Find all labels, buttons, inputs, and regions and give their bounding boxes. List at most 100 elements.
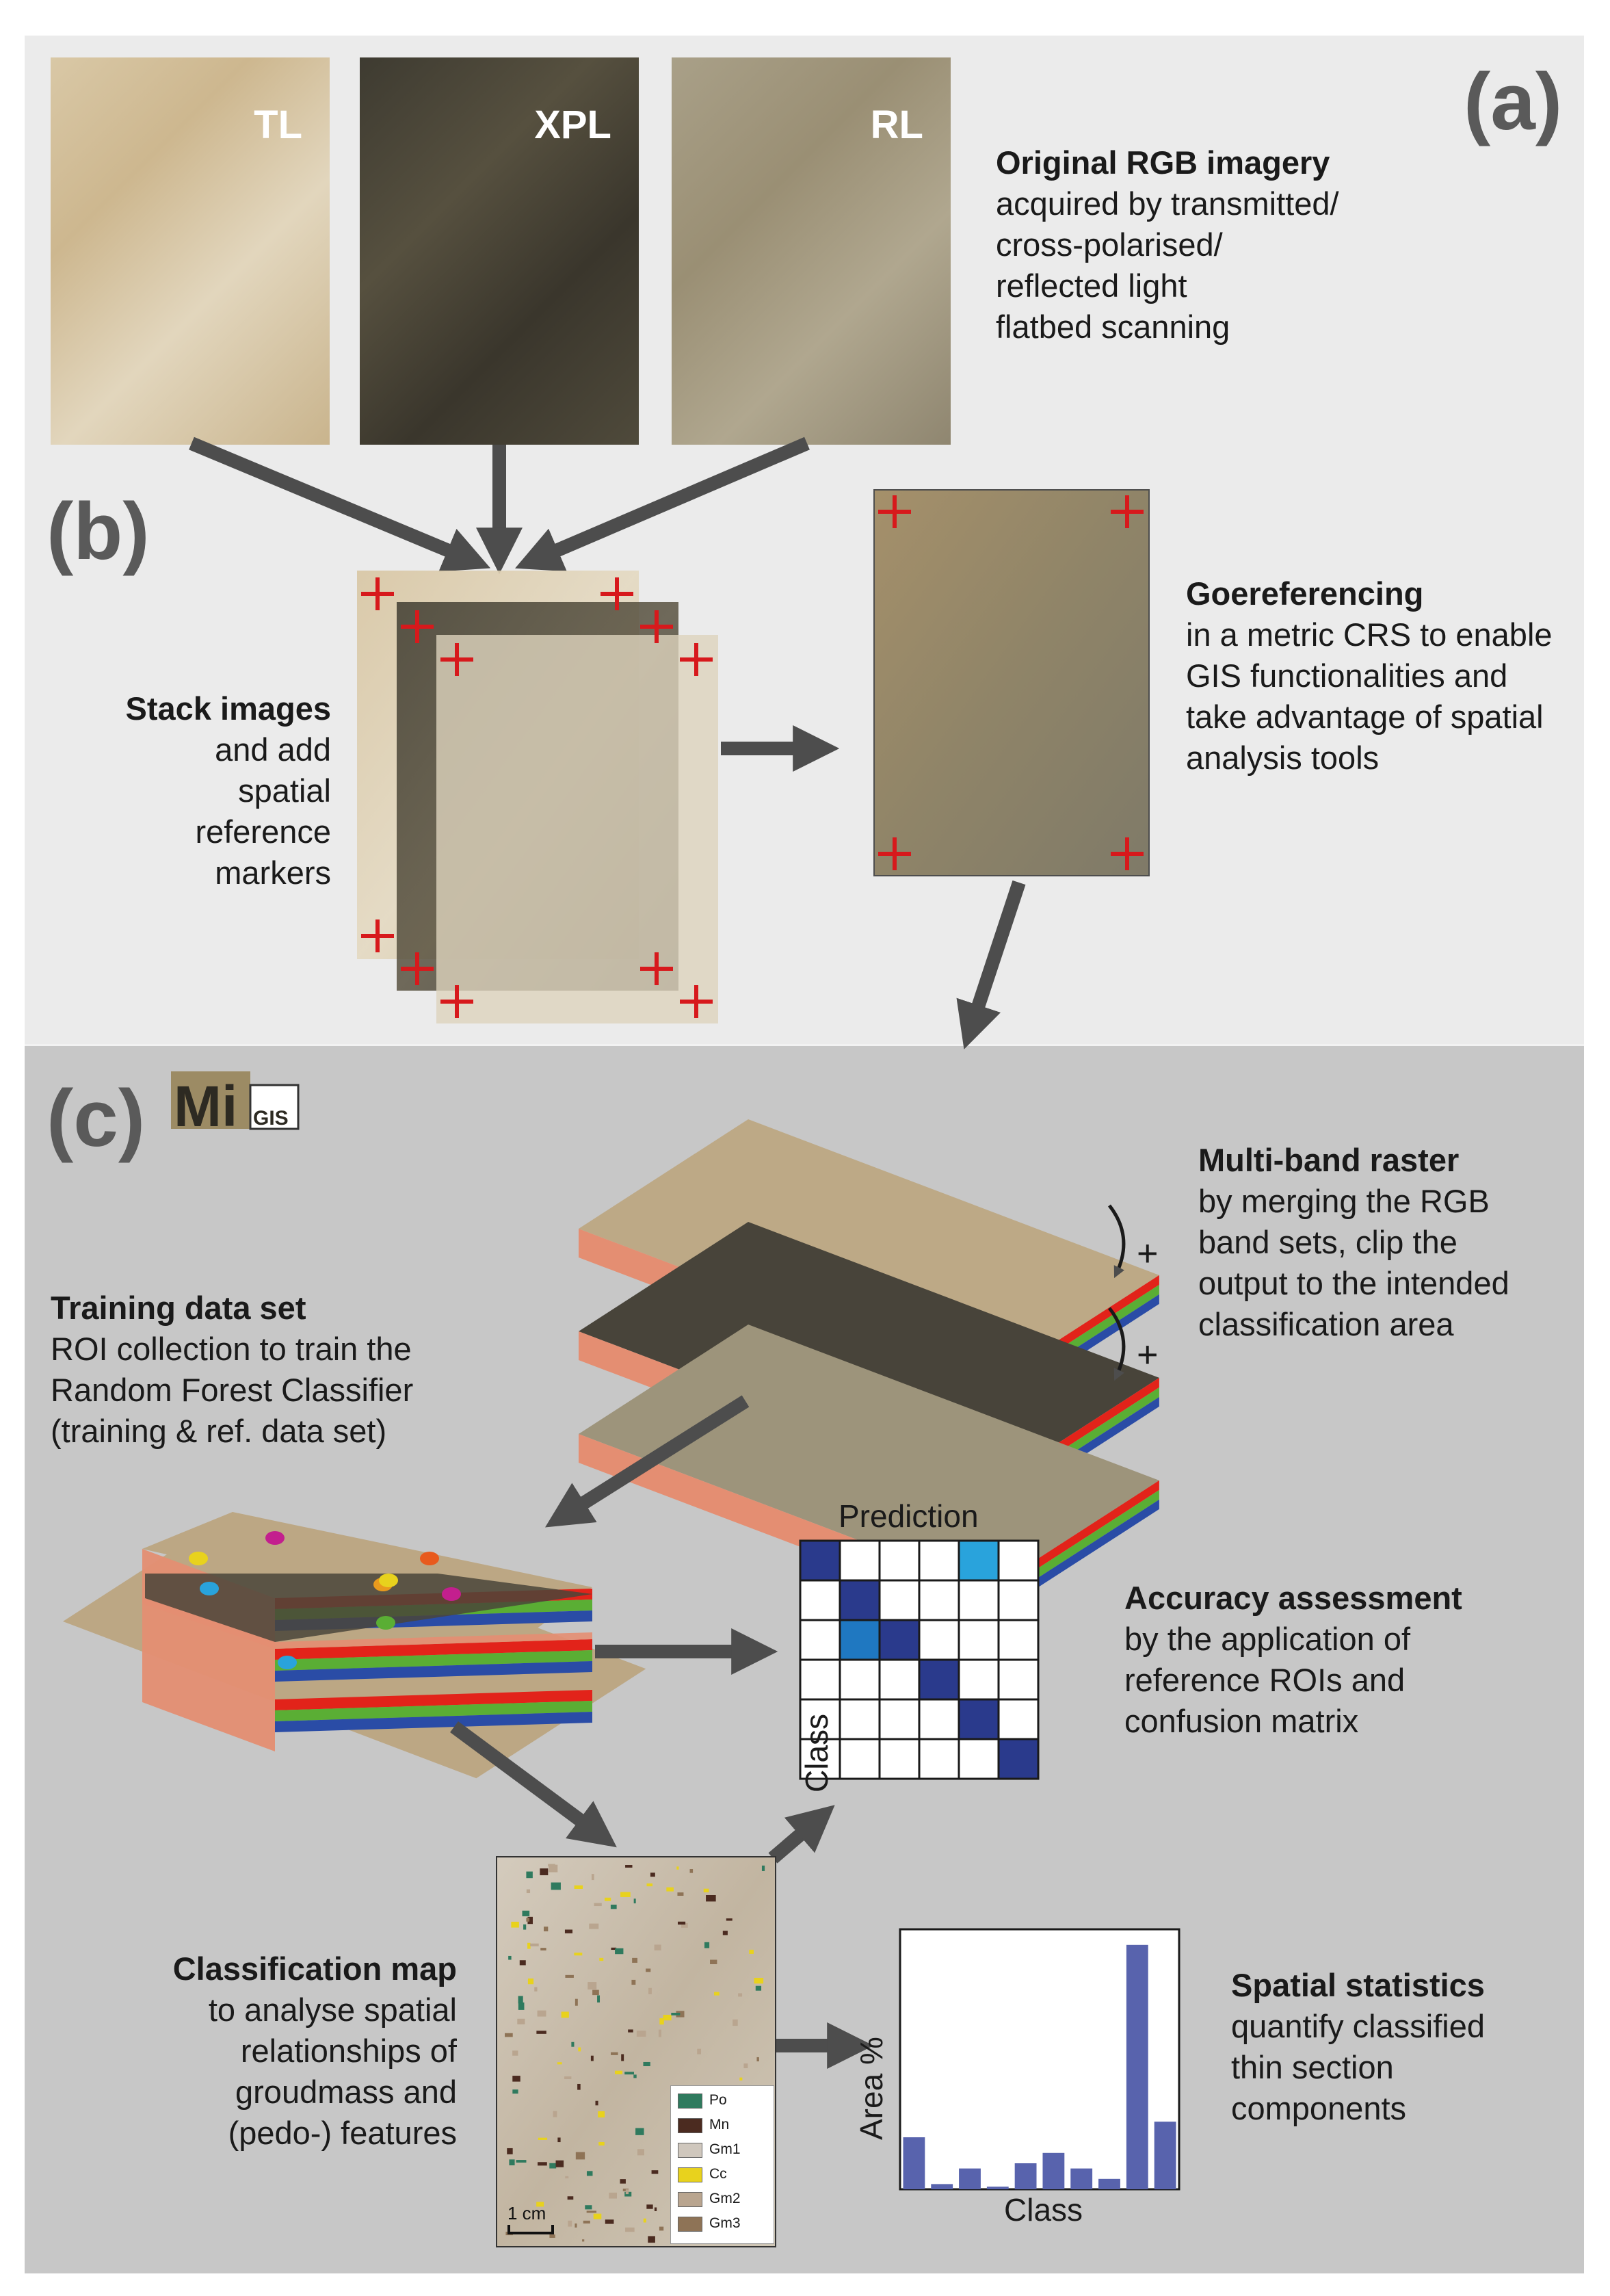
cm-prediction-label: Prediction [839,1498,979,1534]
classification-line: to analyse spatial [208,1992,457,2028]
stack-images-line: markers [215,855,331,891]
map-feature [632,1957,637,1963]
roi-blob [278,1656,297,1669]
map-feature [575,1998,578,2006]
map-feature [553,2111,557,2117]
original-rgb-line: cross-polarised/ [996,226,1223,263]
cm-cell [799,1658,841,1701]
accuracy-line: confusion matrix [1124,1703,1359,1739]
cm-cell [997,1658,1040,1701]
spatial-line: quantify classified [1231,2008,1485,2044]
tl-label: TL [254,103,302,147]
cm-cell [997,1539,1040,1582]
map-feature [597,1995,601,2003]
xpl-image: XPL [360,57,639,445]
map-feature [571,2041,575,2047]
classification-line: (pedo-) features [228,2115,457,2151]
map-feature [508,1955,512,1960]
map-feature [567,2196,574,2200]
stack-images-line: spatial [238,772,331,809]
map-feature [526,1918,530,1922]
multiband-line: band sets, clip the [1198,1224,1457,1260]
map-feature [666,1887,674,1892]
map-feature [625,1865,633,1868]
multiband-title: Multi-band raster [1198,1142,1460,1178]
original-rgb-line: acquired by transmitted/ [996,185,1339,222]
map-feature [574,1953,583,1956]
map-feature [651,2170,659,2174]
training-band [275,1690,592,1710]
map-feature [540,1868,549,1875]
map-feature [549,1864,558,1873]
training-band [275,1701,592,1721]
accuracy-line: by the application of [1124,1621,1411,1657]
map-feature [538,2162,547,2166]
map-feature [704,1942,710,1948]
map-feature [738,1993,743,1997]
map-feature [518,2002,525,2010]
map-feature [646,1968,651,1972]
map-feature [565,1974,574,1978]
cm-cell [918,1698,960,1740]
map-feature [540,1948,546,1951]
panel-c-label: (c) [47,1073,146,1164]
map-feature [654,2207,657,2211]
map-feature [648,1987,652,1994]
panel-b-label: (b) [47,486,150,577]
cm-cell [878,1738,921,1780]
rl-image: RL [672,57,951,445]
map-feature [518,1996,523,2004]
map-feature [703,1888,709,1892]
map-feature [676,2011,685,2018]
roi-blob [442,1587,461,1601]
map-feature [512,2076,520,2082]
map-feature [697,2048,702,2054]
map-feature [635,2128,644,2135]
map-feature [609,2192,617,2199]
cm-cell [918,1738,960,1780]
cm-cell [878,1658,921,1701]
map-feature [636,2031,646,2037]
map-feature [658,2029,662,2037]
xpl-label: XPL [534,103,611,147]
map-feature [624,2072,634,2075]
cm-cell [839,1539,881,1582]
map-feature [620,2179,626,2184]
chart-bar [903,2137,925,2189]
reference-markers [361,577,713,1018]
cm-cell [958,1658,1000,1701]
map-feature [659,2226,664,2231]
map-feature [527,1978,534,1985]
map-feature [643,2218,646,2223]
merge-arrow-2: + [1108,1307,1159,1381]
original-rgb-text: Original RGB imagery acquired by transmi… [996,142,1339,348]
map-feature [671,2013,681,2015]
map-feature [588,1982,597,1990]
map-feature [578,2047,581,2052]
cm-cell [799,1619,841,1661]
map-feature [561,2011,569,2018]
map-feature [526,1871,533,1879]
map-feature [538,2137,548,2140]
map-feature [549,2234,555,2238]
map-feature [676,1866,679,1870]
roi-blob [189,1552,208,1565]
map-feature [512,2089,518,2094]
arrow-geo-to-raster [956,880,1026,1049]
map-feature [534,1987,538,1992]
georeferencing-line: in a metric CRS to enable [1186,616,1553,653]
cm-cell [958,1738,1000,1780]
cm-cell [839,1738,881,1780]
chart-ylabel: Area % [854,2037,889,2140]
slab-top [579,1222,1159,1487]
rl-label: RL [870,103,923,147]
map-feature [586,2210,597,2213]
map-feature [551,1882,561,1890]
map-feature [536,2202,544,2207]
training-band [275,1712,592,1732]
map-feature [663,2014,672,2021]
accuracy-line: reference ROIs and [1124,1662,1406,1698]
stack-images-line: reference [195,813,331,850]
cm-cell [958,1619,1000,1661]
map-feature [648,2236,655,2243]
